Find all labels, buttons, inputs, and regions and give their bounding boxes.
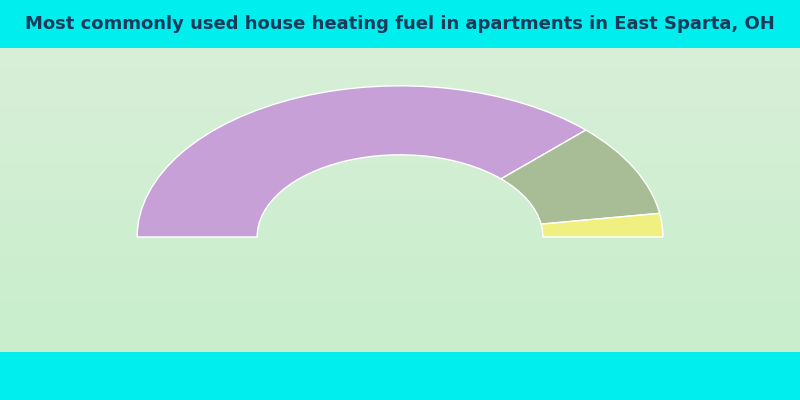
Text: Most commonly used house heating fuel in apartments in East Sparta, OH: Most commonly used house heating fuel in… — [25, 15, 775, 33]
Wedge shape — [541, 213, 663, 237]
Wedge shape — [501, 130, 660, 224]
Wedge shape — [137, 86, 586, 237]
